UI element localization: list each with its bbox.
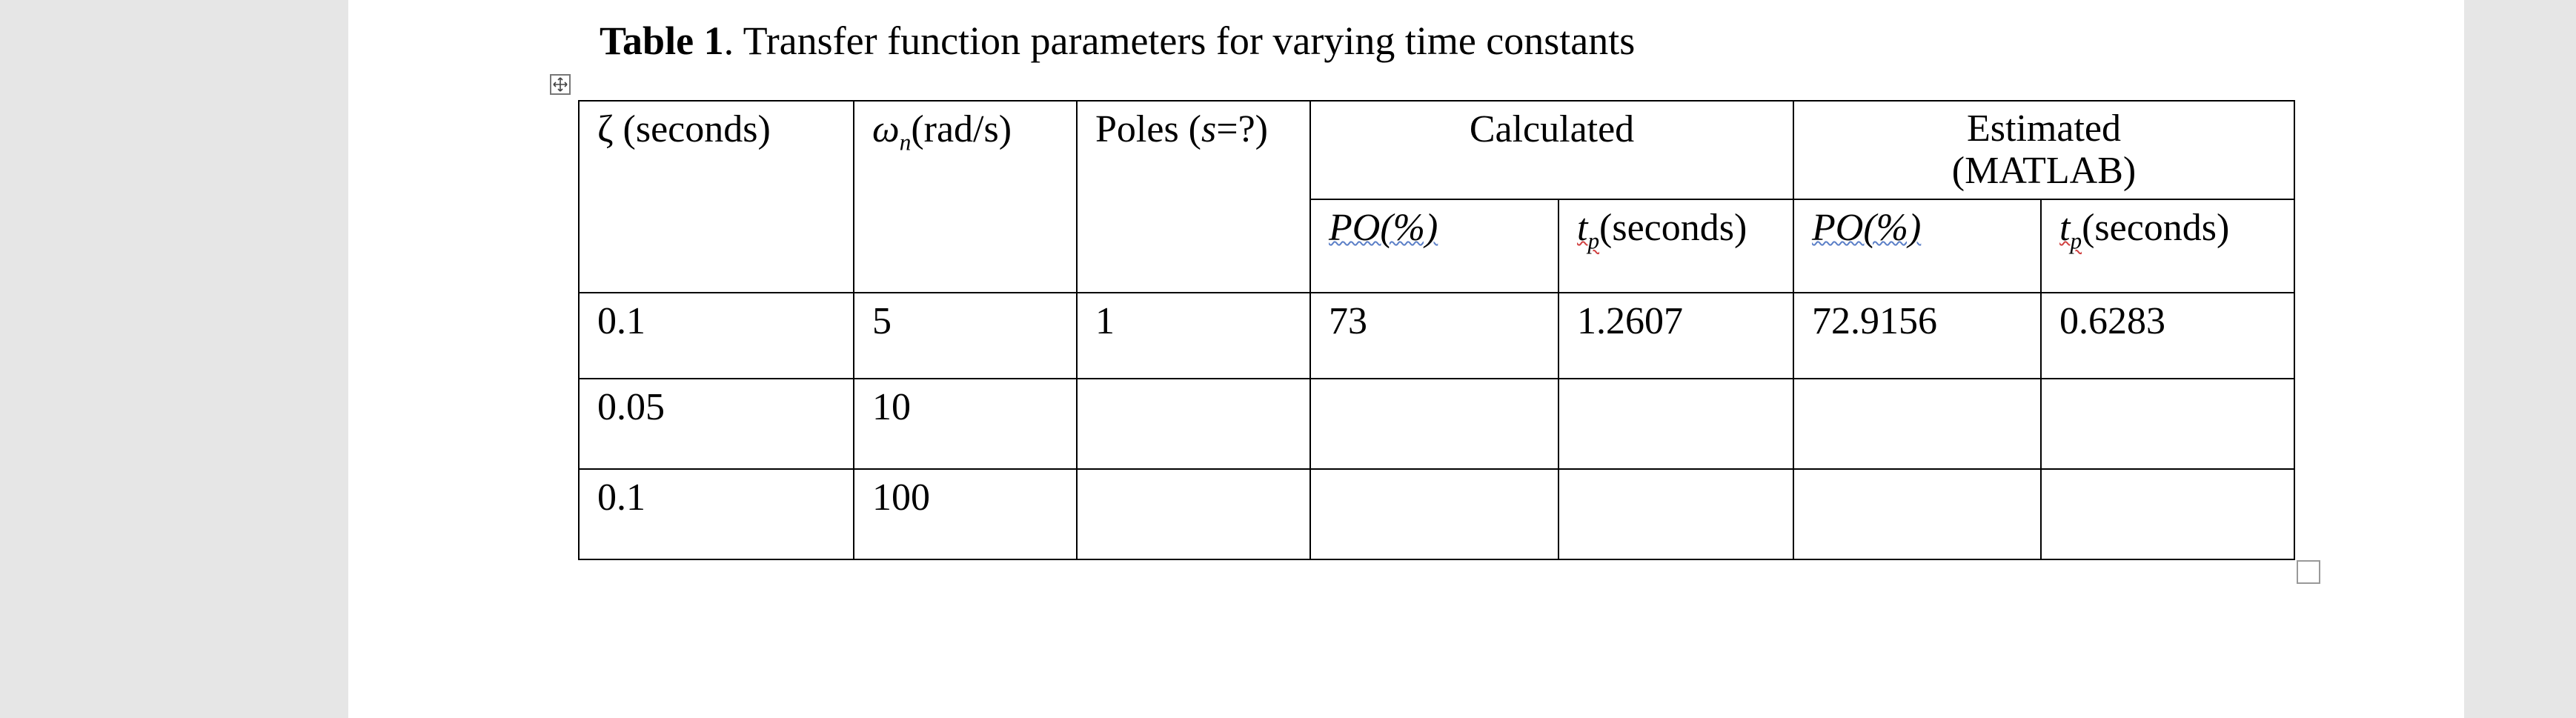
label: PO(%) (1329, 207, 1438, 250)
data-cell: 10 (853, 378, 1078, 471)
text: Poles ( (1095, 108, 1201, 150)
cell-text: 73 (1329, 300, 1367, 343)
data-row: 0.05 10 (578, 378, 2296, 471)
data-cell: 100 (853, 468, 1078, 561)
data-cell: 1 (1076, 292, 1311, 380)
data-cell: 72.9156 (1793, 292, 2042, 380)
data-cell (1557, 468, 1795, 561)
table-caption: Table 1. Transfer function parameters fo… (600, 18, 1635, 64)
subscript: p (2070, 227, 2082, 254)
caption-text: . Transfer function parameters for varyi… (723, 19, 1636, 63)
data-cell (1793, 378, 2042, 471)
data-cell: 1.2607 (1557, 292, 1795, 380)
data-row: 0.1 5 1 73 1.2607 72.9156 0.6283 (578, 292, 2296, 380)
subheader-cell: tp(seconds) (2040, 199, 2296, 294)
data-cell (2040, 468, 2296, 561)
subscript: p (1587, 227, 1600, 254)
subheader-cell: tp(seconds) (1557, 199, 1795, 294)
symbol: t (1577, 207, 1588, 250)
header-cell: ωn(rad/s) (853, 99, 1078, 294)
cell-text: 0.1 (597, 300, 645, 343)
caption-label: Table 1 (600, 19, 724, 63)
symbol: ω (872, 108, 900, 150)
data-cell: 0.6283 (2040, 292, 2296, 380)
data-cell: 0.1 (578, 468, 854, 561)
data-cell (1076, 468, 1311, 561)
unit: (seconds) (2082, 207, 2230, 250)
table-move-handle[interactable] (550, 74, 571, 95)
variable: s (1201, 108, 1217, 150)
label: PO(%) (1812, 207, 1922, 250)
header-cell: Poles (s=?) (1076, 99, 1311, 294)
data-cell: 0.05 (578, 378, 854, 471)
move-icon (553, 77, 568, 92)
header-row: ζ (seconds) ωn(rad/s) Poles (s=?) Calculate… (578, 99, 2296, 294)
cell-text: 100 (872, 476, 930, 519)
symbol: t (2059, 207, 2071, 250)
data-cell (2040, 378, 2296, 471)
cell-text: 1 (1095, 300, 1115, 343)
data-cell (1076, 378, 1311, 471)
group-header: Calculated (1309, 99, 1795, 201)
data-row: 0.1 100 (578, 468, 2296, 561)
data-cell (1793, 468, 2042, 561)
cell-text: 5 (872, 300, 892, 343)
symbol: ζ (597, 108, 614, 150)
data-cell (1557, 378, 1795, 471)
subheader-row: PO(%) tp(seconds) PO(%) tp(seconds) (579, 199, 2296, 294)
group-label: Calculated (1469, 108, 1635, 150)
cell-text: 0.1 (597, 476, 645, 519)
cell-text: 0.6283 (2059, 300, 2166, 343)
data-cell (1309, 378, 1559, 471)
data-cell: 73 (1309, 292, 1559, 380)
group-label: Estimated (MATLAB) (1951, 107, 2137, 193)
subheader-cell: PO(%) (1793, 199, 2042, 294)
data-cell (1309, 468, 1559, 561)
unit: (rad/s) (911, 108, 1012, 150)
text: =?) (1216, 108, 1268, 150)
header-cell: ζ (seconds) (578, 99, 854, 294)
data-cell: 5 (853, 292, 1078, 380)
cell-text: 10 (872, 386, 911, 429)
subheader-cell: PO(%) (1309, 199, 1559, 294)
data-cell: 0.1 (578, 292, 854, 380)
cell-text: 0.05 (597, 386, 665, 429)
cell-text: 1.2607 (1577, 300, 1683, 343)
table-resize-handle[interactable] (2297, 560, 2320, 584)
group-header: Estimated (MATLAB) (1793, 99, 2296, 201)
subscript: n (899, 129, 912, 156)
data-table: ζ (seconds) ωn(rad/s) Poles (s=?) Calculate… (578, 99, 2296, 561)
cell-text: 72.9156 (1812, 300, 1938, 343)
unit: (seconds) (623, 108, 771, 150)
unit: (seconds) (1599, 207, 1747, 250)
